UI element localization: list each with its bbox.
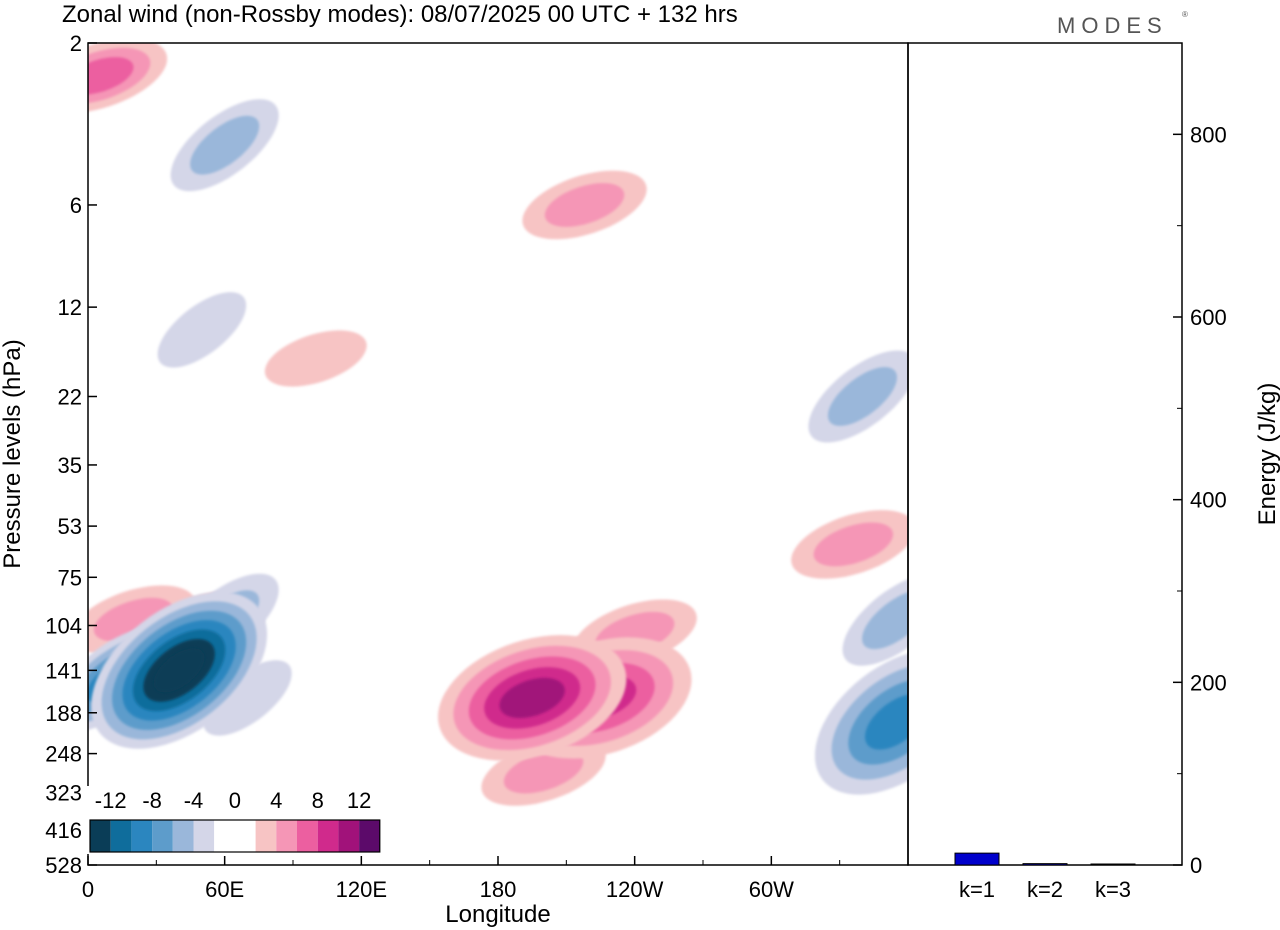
y-tick-label: 6 — [70, 193, 82, 218]
energy-tick-label: 600 — [1190, 305, 1227, 330]
y-tick-label: 22 — [58, 384, 82, 409]
legend-swatch — [255, 820, 277, 852]
pressure-axis: 2 6 12 22 35 53 75 104 141 188 248 323 416 528 — [45, 31, 97, 878]
x-tick-label: 60E — [205, 877, 244, 902]
y-tick-label: 2 — [70, 31, 82, 56]
contour-band — [264, 330, 367, 387]
y-tick-label: 12 — [58, 295, 82, 320]
y-tick-label: 188 — [45, 701, 82, 726]
legend-label: 12 — [347, 788, 371, 813]
energy-tick-label: 200 — [1190, 670, 1227, 695]
legend-swatch — [110, 820, 132, 852]
legend-frame — [89, 819, 381, 853]
energy-bar — [1090, 863, 1136, 866]
y-tick-label: 53 — [58, 514, 82, 539]
contour-cell — [522, 170, 647, 240]
legend-label: -8 — [142, 788, 162, 813]
modes-logo: MODES — [1057, 13, 1168, 38]
contour-cell — [157, 292, 247, 368]
contour-cell — [264, 330, 367, 387]
logo-mark: ® — [1182, 10, 1188, 19]
x-tick-label: 120W — [606, 877, 664, 902]
legend-swatch — [172, 820, 194, 852]
x-tick-label: 180 — [480, 877, 517, 902]
energy-category-label: k=3 — [1095, 877, 1131, 902]
legend-label: 0 — [229, 788, 241, 813]
contour-cell — [808, 350, 908, 443]
contour-field — [88, 43, 908, 806]
legend-swatch — [90, 820, 111, 852]
contour-cell — [438, 635, 627, 761]
y-axis-label: Pressure levels (hPa) — [0, 339, 26, 568]
y-tick-label: 323 — [45, 781, 82, 806]
contour-cell — [91, 591, 268, 749]
y-tick-label: 416 — [45, 818, 82, 843]
legend-label: -4 — [184, 788, 204, 813]
contour-cell — [203, 660, 292, 736]
legend-swatch — [131, 820, 153, 852]
contour-band — [190, 115, 260, 175]
energy-bar — [954, 852, 1000, 866]
legend-swatch — [317, 820, 339, 852]
y-tick-label: 35 — [58, 453, 82, 478]
legend-label: 8 — [312, 788, 324, 813]
legend-swatch — [276, 820, 297, 852]
legend-swatch — [214, 820, 235, 852]
contour-band — [157, 292, 247, 368]
color-scale-legend: -12 -8 -4 0 4 8 12 — [86, 786, 386, 854]
contour-cell — [814, 649, 908, 795]
legend-swatch — [297, 820, 318, 852]
contour-band — [813, 522, 894, 567]
y-tick-label: 104 — [45, 613, 82, 638]
contour-band — [827, 367, 897, 426]
x-tick-label: 60W — [749, 877, 794, 902]
x-tick-label: 0 — [82, 877, 94, 902]
contour-band — [203, 660, 292, 736]
energy-tick-label: 400 — [1190, 488, 1227, 513]
y-tick-label: 528 — [45, 853, 82, 878]
contour-cell — [88, 43, 168, 114]
y-tick-label: 141 — [45, 658, 82, 683]
legend-swatch — [359, 820, 380, 852]
energy-tick-label: 800 — [1190, 122, 1227, 147]
contour-band — [88, 57, 134, 95]
legend-swatch — [193, 820, 215, 852]
contour-band — [153, 648, 205, 693]
y-tick-label: 248 — [45, 742, 82, 767]
energy-category-label: k=2 — [1027, 877, 1063, 902]
contour-cell — [842, 573, 908, 666]
legend-swatch — [152, 820, 173, 852]
contour-band — [503, 749, 584, 794]
x-axis-label: Longitude — [445, 901, 550, 928]
energy-bar-chart: 0 200 400 600 800 k=1 k=2 k=3 — [954, 122, 1227, 902]
energy-axis-label: Energy (J/kg) — [1254, 383, 1280, 526]
energy-plot-frame — [907, 42, 1183, 866]
contour-cell — [170, 99, 279, 192]
legend-label: -12 — [95, 788, 127, 813]
chart-title: Zonal wind (non-Rossby modes): 08/07/202… — [62, 1, 738, 28]
contour-cell — [791, 510, 908, 579]
legend-swatch — [234, 820, 256, 852]
contour-band — [864, 694, 908, 750]
legend-swatch — [338, 820, 360, 852]
x-tick-label: 120E — [336, 877, 387, 902]
energy-category-label: k=1 — [959, 877, 995, 902]
contour-band — [544, 183, 625, 227]
energy-bar — [1022, 863, 1068, 866]
energy-tick-label: 0 — [1190, 853, 1202, 878]
contour-band — [862, 590, 908, 650]
contour-band — [499, 677, 565, 718]
y-tick-label: 75 — [58, 565, 82, 590]
legend-label: 4 — [270, 788, 282, 813]
longitude-axis: 0 60E 120E 180 120W 60W — [82, 856, 841, 902]
